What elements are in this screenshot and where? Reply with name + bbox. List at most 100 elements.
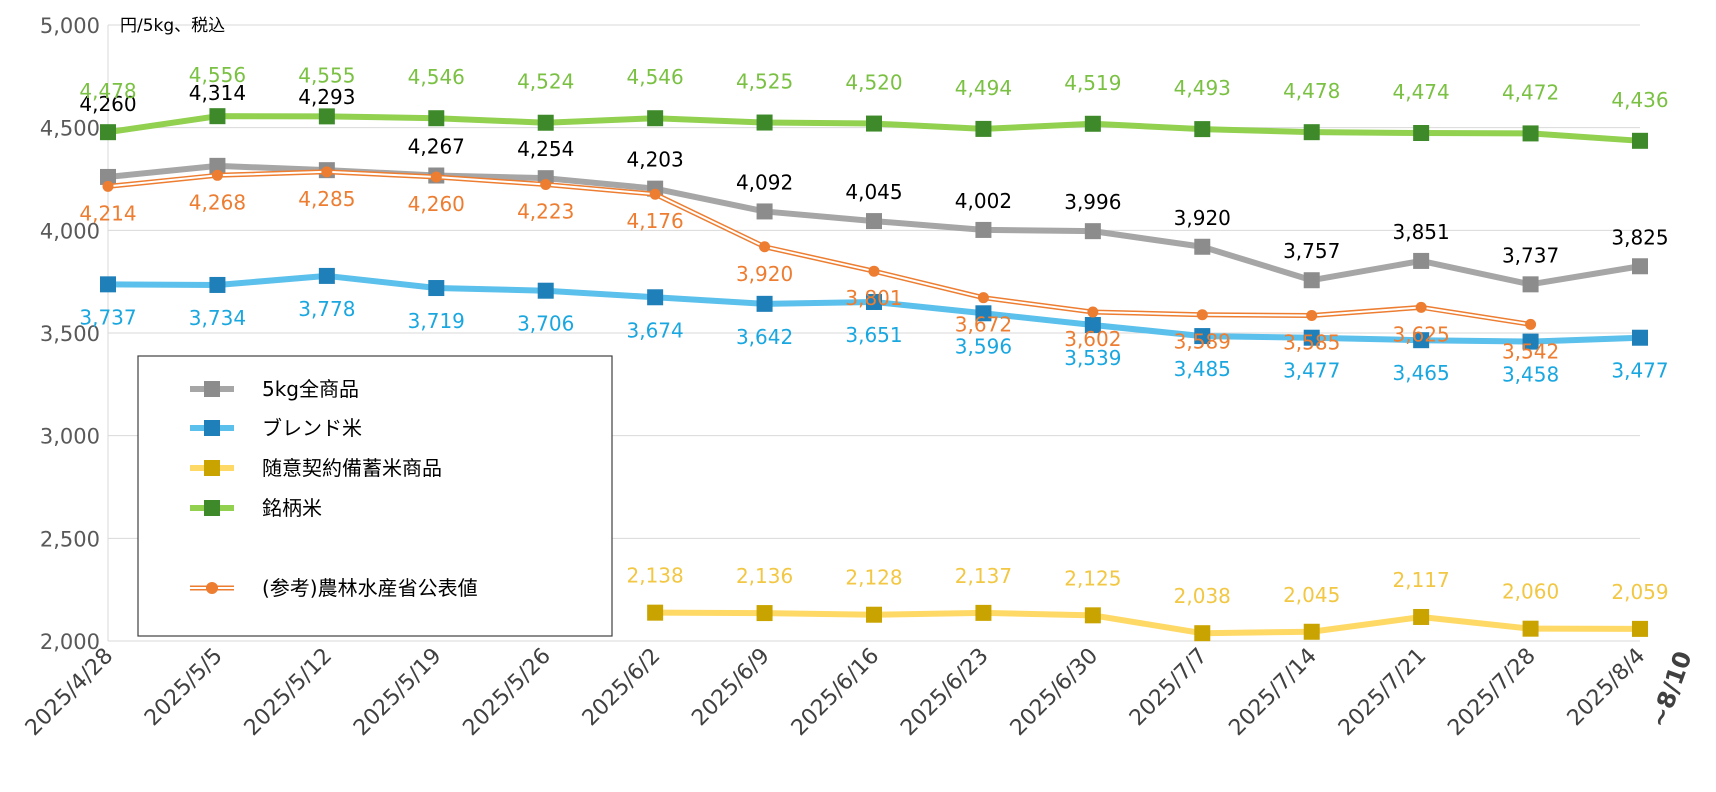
x-axis-ticks: 2025/4/28 2025/5/5 2025/5/12 2025/5/19 2025/… bbox=[21, 644, 1650, 741]
legend-swatch-marker bbox=[204, 500, 220, 516]
data-point bbox=[1196, 309, 1208, 321]
x-extra-label: ~8/10 bbox=[1644, 647, 1697, 731]
data-label: 2,038 bbox=[1174, 584, 1231, 608]
data-point bbox=[1084, 115, 1101, 132]
x-tick-label: 2025/7/7 bbox=[1125, 644, 1213, 732]
data-label: 3,719 bbox=[408, 309, 465, 333]
data-label: 4,260 bbox=[408, 192, 465, 216]
data-label: 4,267 bbox=[408, 135, 465, 159]
data-label: 4,293 bbox=[298, 85, 355, 109]
y-tick-label: 4,500 bbox=[40, 117, 100, 141]
x-tick-label: 2025/6/9 bbox=[687, 644, 775, 732]
data-label: 2,138 bbox=[627, 564, 684, 588]
data-label: 2,060 bbox=[1502, 580, 1559, 604]
data-label: 4,519 bbox=[1064, 71, 1121, 95]
data-point bbox=[1303, 623, 1320, 640]
legend-label: (参考)農林水産省公表値 bbox=[262, 576, 478, 600]
data-point bbox=[1194, 625, 1211, 642]
data-label: 4,478 bbox=[79, 79, 136, 103]
data-label: 4,314 bbox=[189, 81, 246, 105]
x-tick-label: 2025/7/28 bbox=[1443, 644, 1540, 741]
data-label: 3,801 bbox=[845, 286, 902, 310]
data-point bbox=[1303, 124, 1320, 141]
legend-label: 銘柄米 bbox=[262, 496, 322, 520]
data-label: 4,045 bbox=[845, 180, 902, 204]
data-label: 4,555 bbox=[298, 63, 355, 87]
data-label: 3,734 bbox=[189, 306, 246, 330]
data-point bbox=[211, 169, 223, 181]
data-label: 4,556 bbox=[189, 63, 246, 87]
data-point bbox=[537, 114, 554, 131]
x-tick-label: 2025/8/4 bbox=[1563, 644, 1651, 732]
data-point bbox=[428, 280, 445, 297]
data-point bbox=[647, 289, 664, 306]
data-point bbox=[430, 171, 442, 183]
data-point bbox=[1632, 132, 1648, 149]
data-point bbox=[102, 180, 114, 192]
data-point bbox=[1632, 329, 1648, 346]
data-label: 3,672 bbox=[955, 313, 1012, 337]
data-label: 3,851 bbox=[1393, 220, 1450, 244]
data-point bbox=[1522, 125, 1539, 142]
data-point bbox=[1413, 125, 1430, 142]
data-point bbox=[428, 110, 445, 127]
data-point bbox=[866, 115, 882, 132]
series-group: 4,260 4,314 4,293 4,267 4,254 4,203 4,092 4,045… bbox=[79, 63, 1669, 642]
data-point bbox=[868, 265, 880, 277]
data-label: 4,436 bbox=[1611, 88, 1668, 112]
data-point bbox=[1522, 333, 1539, 350]
data-point bbox=[1413, 608, 1430, 625]
data-label: 3,625 bbox=[1393, 322, 1450, 346]
data-point bbox=[1413, 332, 1430, 349]
x-tick-label: 2025/6/23 bbox=[896, 644, 993, 741]
data-label: 3,642 bbox=[736, 325, 793, 349]
legend-label: ブレンド米 bbox=[262, 416, 362, 440]
data-point bbox=[318, 108, 335, 125]
series-1: 3,737 3,734 3,778 3,719 3,706 3,674 3,642 3,651… bbox=[79, 267, 1669, 387]
data-label: 3,602 bbox=[1064, 327, 1121, 351]
data-label: 4,546 bbox=[627, 65, 684, 89]
data-label: 4,176 bbox=[627, 209, 684, 233]
data-label: 2,136 bbox=[736, 564, 793, 588]
data-label: 3,465 bbox=[1393, 361, 1450, 385]
data-point bbox=[1303, 272, 1320, 289]
data-label: 3,737 bbox=[79, 305, 136, 329]
data-label: 3,737 bbox=[1502, 243, 1559, 267]
data-point bbox=[975, 305, 992, 322]
data-point bbox=[321, 166, 333, 178]
legend-swatch-marker bbox=[204, 420, 220, 436]
data-point bbox=[866, 293, 882, 310]
x-tick-label: 2025/6/16 bbox=[787, 644, 884, 741]
data-point bbox=[100, 124, 116, 141]
y-tick-label: 4,000 bbox=[40, 219, 100, 243]
data-point bbox=[1525, 318, 1537, 330]
legend-swatch-marker bbox=[204, 460, 220, 476]
data-label: 3,485 bbox=[1174, 357, 1231, 381]
data-point bbox=[1522, 620, 1539, 637]
data-point bbox=[977, 292, 989, 304]
data-label: 4,254 bbox=[517, 137, 574, 161]
x-tick-label: 2025/4/28 bbox=[21, 644, 118, 741]
y-axis-ticks: 2,000 2,500 3,000 3,500 4,000 4,500 5,000 bbox=[40, 14, 100, 654]
data-point bbox=[1415, 301, 1427, 313]
y-tick-label: 3,500 bbox=[40, 322, 100, 346]
data-label: 2,045 bbox=[1283, 583, 1340, 607]
data-point bbox=[975, 221, 992, 238]
data-label: 2,128 bbox=[845, 566, 902, 590]
data-label: 3,996 bbox=[1064, 190, 1121, 214]
series-4: 4,214 4,268 4,285 4,260 4,223 4,176 3,920 3,801… bbox=[79, 166, 1559, 363]
data-label: 3,596 bbox=[955, 334, 1012, 358]
x-tick-label: 2025/5/12 bbox=[240, 644, 337, 741]
x-tick-label: 2025/5/26 bbox=[459, 644, 556, 741]
x-tick-label: 2025/6/30 bbox=[1006, 644, 1103, 741]
data-point bbox=[756, 295, 773, 312]
data-point bbox=[756, 605, 773, 622]
data-label: 3,778 bbox=[298, 297, 355, 321]
data-label: 4,268 bbox=[189, 190, 246, 214]
data-label: 3,757 bbox=[1283, 239, 1340, 263]
data-label: 4,520 bbox=[845, 71, 902, 95]
data-label: 4,285 bbox=[298, 187, 355, 211]
data-point bbox=[1632, 258, 1648, 275]
